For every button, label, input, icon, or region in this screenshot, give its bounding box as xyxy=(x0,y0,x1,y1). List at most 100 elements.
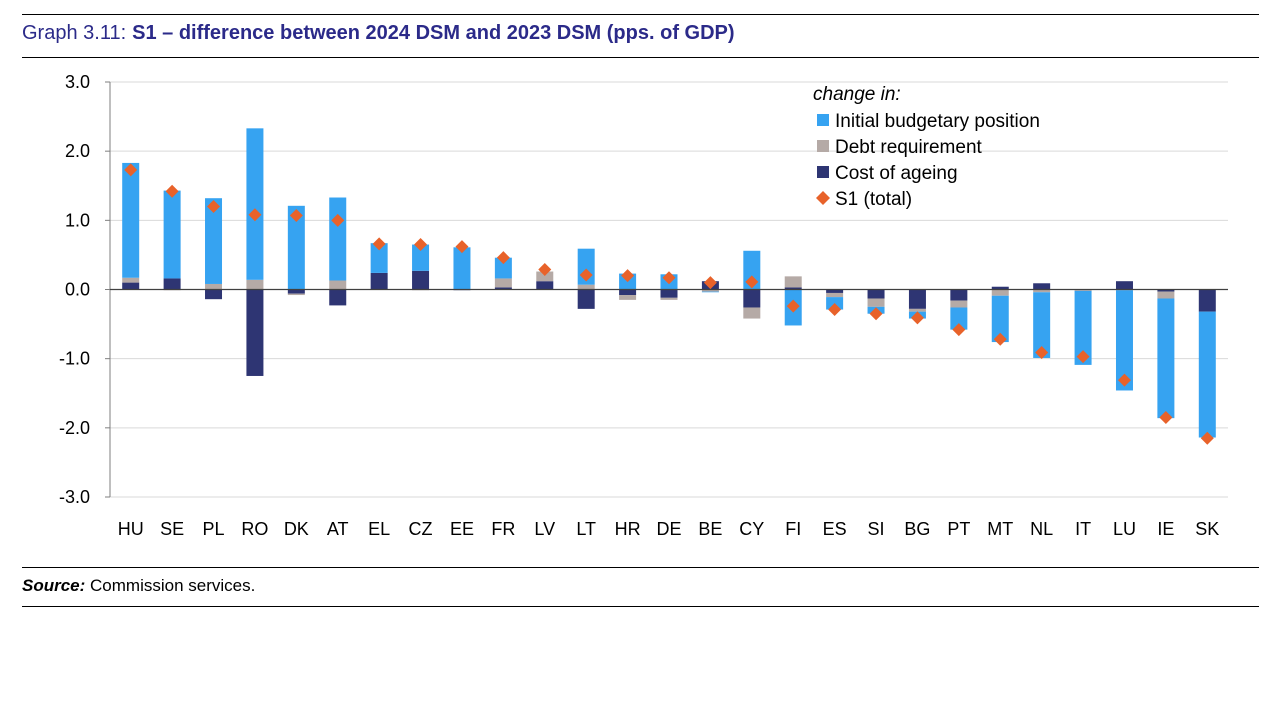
x-tick-label-fr: FR xyxy=(491,519,515,539)
bar-initial-el xyxy=(370,243,388,273)
bar-ageing-cy xyxy=(743,289,761,308)
x-tick-label-ie: IE xyxy=(1157,519,1174,539)
chart: 3.0 2.0 1.0 0.0 -1.0 -2.0 -3.0 HU SE PL RO DK AT EL CZ… xyxy=(59,72,1228,539)
x-tick-label-el: EL xyxy=(368,519,390,539)
bar-ageing-pt xyxy=(950,289,968,301)
bar-debt-hu xyxy=(122,277,140,283)
total-marker-lu xyxy=(1117,373,1131,387)
total-marker-de xyxy=(662,271,676,285)
bar-ageing-el xyxy=(370,272,388,290)
bar-ageing-sk xyxy=(1198,289,1216,312)
bar-ageing-cz xyxy=(412,270,430,290)
x-tick-label-nl: NL xyxy=(1030,519,1053,539)
bar-ageing-bg xyxy=(908,289,926,309)
y-tick-label: -1.0 xyxy=(59,349,90,369)
legend-entry-total: S1 (total) xyxy=(835,189,912,210)
x-tick-label-mt: MT xyxy=(987,519,1013,539)
x-tick-label-de: DE xyxy=(656,519,681,539)
bar-ageing-ie xyxy=(1157,289,1175,292)
bar-debt-nl xyxy=(1033,289,1051,293)
y-tick-label: 2.0 xyxy=(65,141,90,161)
x-tick-label-si: SI xyxy=(868,519,885,539)
x-tick-label-cz: CZ xyxy=(409,519,433,539)
bar-initial-ro xyxy=(246,128,264,280)
bar-debt-it xyxy=(1074,290,1092,291)
total-marker-cy xyxy=(745,275,759,289)
total-marker-se xyxy=(165,184,179,198)
total-marker-it xyxy=(1076,350,1090,364)
bar-debt-be xyxy=(701,289,719,292)
bar-ageing-de xyxy=(660,289,678,298)
bar-initial-mt xyxy=(991,295,1009,343)
bar-initial-it xyxy=(1074,290,1092,365)
bar-debt-at xyxy=(329,280,347,290)
bar-ageing-nl xyxy=(1033,283,1051,290)
x-tick-label-lt: LT xyxy=(576,519,596,539)
bar-debt-de xyxy=(660,297,678,300)
x-tick-label-pt: PT xyxy=(947,519,970,539)
bar-debt-lt xyxy=(577,284,595,290)
source-bottom-rule xyxy=(22,606,1259,607)
bar-debt-cy xyxy=(743,307,761,319)
bar-debt-si xyxy=(867,298,885,307)
y-tick-label: 1.0 xyxy=(65,210,90,230)
total-marker-es xyxy=(828,303,842,317)
total-marker-sk xyxy=(1200,431,1214,445)
total-marker-hr xyxy=(621,269,635,283)
total-marker-fr xyxy=(496,251,510,265)
total-marker-lt xyxy=(579,268,593,282)
y-tick-label: -3.0 xyxy=(59,487,90,507)
bar-ageing-lv xyxy=(536,281,554,290)
bar-initial-sk xyxy=(1198,311,1216,438)
axes: 3.0 2.0 1.0 0.0 -1.0 -2.0 -3.0 HU SE PL RO DK AT EL CZ… xyxy=(59,72,1228,539)
total-marker-el xyxy=(372,237,386,251)
top-rule xyxy=(22,14,1259,15)
bar-debt-es xyxy=(826,292,844,298)
bar-ageing-lu xyxy=(1115,281,1133,290)
total-marker-nl xyxy=(1035,345,1049,359)
bar-initial-se xyxy=(163,190,181,279)
x-tick-label-es: ES xyxy=(823,519,847,539)
bar-initial-nl xyxy=(1033,292,1051,358)
bar-ageing-mt xyxy=(991,286,1009,290)
source-note: Source: Commission services. xyxy=(22,576,255,596)
title-rule xyxy=(22,57,1259,58)
x-tick-label-pl: PL xyxy=(203,519,225,539)
x-tick-label-it: IT xyxy=(1075,519,1091,539)
x-tick-label-dk: DK xyxy=(284,519,309,539)
x-tick-label-fi: FI xyxy=(785,519,801,539)
total-marker-ro xyxy=(248,208,262,222)
bar-ageing-se xyxy=(163,278,181,290)
bar-debt-bg xyxy=(908,308,926,312)
bar-initial-pt xyxy=(950,307,968,330)
bar-debt-dk xyxy=(287,293,305,296)
bar-debt-pt xyxy=(950,300,968,308)
legend-swatch-ageing xyxy=(817,166,829,178)
bar-ageing-hu xyxy=(122,282,140,290)
graph-label: Graph 3.11: xyxy=(22,22,127,44)
bar-ageing-dk xyxy=(287,289,305,294)
total-marker-si xyxy=(869,307,883,321)
legend-entry-initial: Initial budgetary position xyxy=(835,111,1040,132)
bar-initial-pl xyxy=(205,198,223,284)
graph-title: S1 – difference between 2024 DSM and 202… xyxy=(132,22,735,44)
total-markers xyxy=(124,163,1214,445)
bar-debt-mt xyxy=(991,289,1009,296)
x-tick-label-se: SE xyxy=(160,519,184,539)
x-tick-label-be: BE xyxy=(698,519,722,539)
y-tick-label: 3.0 xyxy=(65,72,90,92)
source-text: Commission services. xyxy=(85,576,256,595)
x-tick-label-ro: RO xyxy=(241,519,268,539)
source-top-rule xyxy=(22,567,1259,568)
total-marker-fi xyxy=(786,299,800,313)
bar-ageing-fr xyxy=(494,287,512,290)
y-tick-label: -2.0 xyxy=(59,418,90,438)
total-marker-ee xyxy=(455,240,469,254)
x-tick-label-sk: SK xyxy=(1195,519,1219,539)
bar-initial-at xyxy=(329,197,347,281)
legend-swatch-initial xyxy=(817,114,829,126)
x-tick-label-cy: CY xyxy=(739,519,764,539)
bar-debt-hr xyxy=(619,295,637,300)
total-marker-lv xyxy=(538,262,552,276)
bar-debt-ro xyxy=(246,279,264,290)
